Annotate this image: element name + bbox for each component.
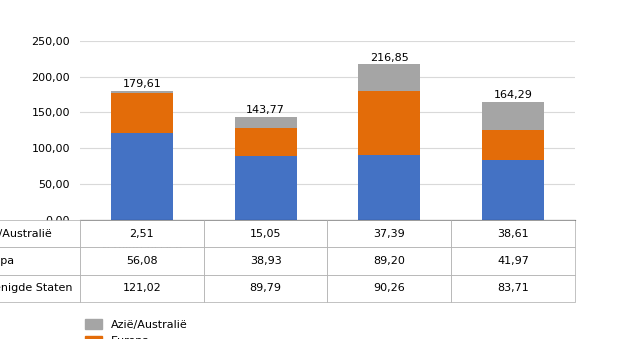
Legend: Azië/Australië, Europa, Verenigde Staten: Azië/Australië, Europa, Verenigde Staten — [81, 315, 212, 339]
Text: 143,77: 143,77 — [246, 105, 285, 115]
Bar — [235, 128, 296, 156]
Bar — [111, 91, 173, 93]
Text: 216,85: 216,85 — [370, 53, 409, 63]
Bar — [111, 93, 173, 133]
Text: 179,61: 179,61 — [123, 79, 161, 89]
Bar — [482, 130, 544, 160]
Bar — [482, 102, 544, 130]
Text: 164,29: 164,29 — [494, 91, 533, 100]
Bar — [482, 160, 544, 220]
Bar — [358, 155, 420, 220]
Bar — [111, 133, 173, 220]
Bar — [358, 91, 420, 155]
Bar — [235, 156, 296, 220]
Bar — [235, 117, 296, 128]
Bar — [358, 64, 420, 91]
